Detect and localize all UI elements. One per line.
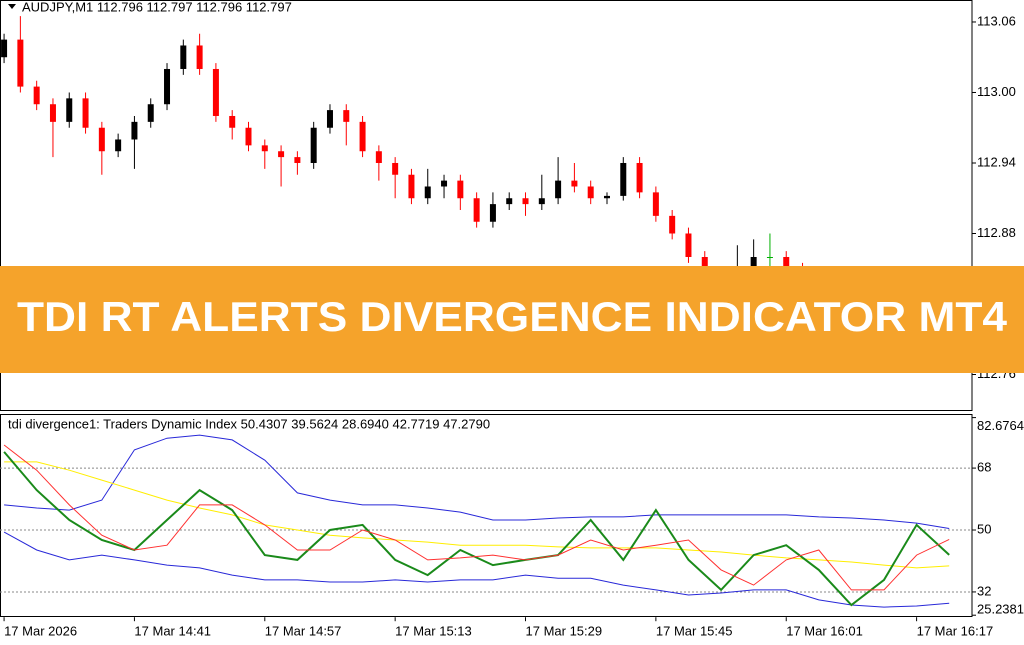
x-tick-label: 17 Mar 16:01 [786,623,863,638]
candle-body [294,157,301,163]
x-tick-label: 17 Mar 16:17 [917,623,994,638]
y-tick-label: 32 [977,583,991,598]
candle-body [587,186,594,199]
candle-body [1,39,8,58]
x-tick-label: 17 Mar 2026 [4,623,77,638]
candle-body [17,39,24,87]
candle-body [457,180,464,199]
candle-body [33,86,40,105]
candle-body [359,121,366,152]
candle-body [212,68,219,116]
indicator-line [4,434,950,529]
candle-body [783,256,790,269]
candle-body [685,233,692,257]
indicator-line [3,451,950,607]
banner-title: TDI RT ALERTS DIVERGENCE INDICATOR MT4 [17,293,1008,340]
candle-body [310,127,317,163]
indicator-title: tdi divergence1: Traders Dynamic Index 5… [8,416,490,431]
candle-body [326,110,333,128]
indicator-line [4,461,950,569]
y-tick-label: 112.88 [977,225,1016,240]
candle-body [766,256,773,258]
candle-body [636,162,643,193]
candle-body [147,104,154,122]
candle-body [603,195,610,199]
candle-body [620,162,627,196]
banner [0,266,1024,373]
candle-body [164,68,171,105]
indicator-pane [0,414,973,617]
candle-body [555,180,562,199]
candle-body [424,186,431,199]
candle-body [49,104,56,122]
candle-body [522,198,529,205]
candle-body [115,139,122,152]
x-tick-label: 17 Mar 15:29 [526,623,603,638]
candle-body [538,198,545,205]
candle-body [392,162,399,175]
indicator-line [3,531,950,608]
candle-body [669,215,676,234]
candle-body [750,256,757,269]
x-tick-label: 17 Mar 14:41 [134,623,211,638]
candle-body [571,180,578,187]
y-tick-label: 82.6764 [977,418,1024,433]
x-tick-label: 17 Mar 15:13 [395,623,472,638]
y-tick-label: 68 [977,460,991,475]
candle-body [229,115,236,128]
candle-body [196,45,203,69]
candle-body [441,180,448,187]
candle-body [82,98,89,128]
x-tick-label: 17 Mar 15:45 [656,623,733,638]
candle-body [506,198,513,205]
x-tick-label: 17 Mar 14:57 [265,623,342,638]
candle-body [343,110,350,122]
y-tick-label: 113.06 [977,13,1016,28]
indicator-line [3,444,950,591]
candle-body [131,121,138,140]
chart-title: AUDJPY,M1 112.796 112.797 112.796 112.79… [22,0,292,14]
candle-body [66,98,73,122]
y-tick-label: 112.94 [977,154,1016,169]
candle-body [375,151,382,163]
candle-body [245,127,252,146]
candle-body [408,174,415,199]
y-tick-label: 113.00 [977,84,1016,99]
candle-body [180,45,187,69]
candle-body [278,151,285,158]
candle-body [473,198,480,222]
candle-body [489,204,496,222]
y-tick-label: 25.2381 [977,602,1024,617]
candle-body [261,145,268,152]
y-tick-label: 50 [977,521,991,536]
collapse-icon[interactable] [8,4,16,9]
candle-body [652,192,659,216]
candle-body [98,127,105,152]
main-pane [0,0,973,411]
